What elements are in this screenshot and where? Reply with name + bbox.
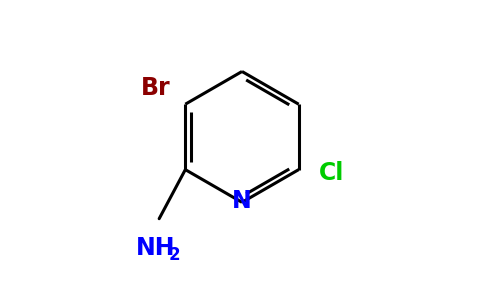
Text: Br: Br <box>141 76 171 100</box>
Text: NH: NH <box>136 236 176 260</box>
Text: 2: 2 <box>169 246 181 264</box>
Text: Cl: Cl <box>318 161 344 185</box>
Text: N: N <box>232 189 252 213</box>
